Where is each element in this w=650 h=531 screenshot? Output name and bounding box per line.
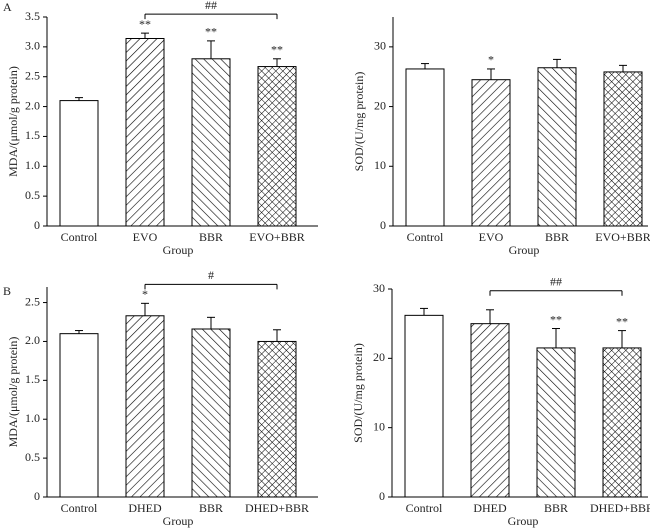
bracket-label: # — [208, 268, 214, 282]
y-tick-label: 30 — [374, 39, 386, 53]
bar — [191, 58, 231, 227]
x-axis-label: Group — [163, 514, 194, 528]
x-tick-label: DHED+BBR — [245, 501, 309, 515]
y-tick-label: 1.0 — [25, 158, 40, 172]
y-tick-label: 0 — [34, 489, 40, 503]
y-tick-label: 2.0 — [25, 333, 40, 347]
bar — [603, 71, 643, 227]
x-tick-label: DHED+BBR — [590, 501, 650, 515]
panel-label: A — [3, 0, 12, 14]
y-tick-label: 0.5 — [25, 450, 40, 464]
y-tick-label: 0 — [379, 489, 385, 503]
x-tick-label: Control — [61, 230, 98, 244]
y-tick-label: 0 — [34, 218, 40, 232]
x-tick-label: DHED — [128, 501, 162, 515]
x-tick-label: BBR — [199, 230, 223, 244]
significance-label: * — [488, 53, 494, 67]
y-axis-label: MDA/(μmol/g protein) — [6, 337, 20, 448]
significance-label: ** — [205, 25, 217, 39]
y-tick-label: 0 — [380, 218, 386, 232]
bar — [536, 347, 576, 498]
significance-label: ** — [139, 17, 151, 31]
significance-label: ** — [271, 43, 283, 57]
x-tick-label: DHED — [473, 501, 507, 515]
significance-label: * — [142, 287, 148, 301]
bar — [59, 100, 99, 227]
y-tick-label: 20 — [374, 98, 386, 112]
panel-label: B — [3, 284, 11, 298]
significance-label: ** — [550, 312, 562, 326]
bar — [257, 340, 297, 498]
bar — [59, 333, 99, 498]
y-axis-label: MDA/(μmol/g protein) — [6, 66, 20, 177]
y-tick-label: 30 — [373, 281, 385, 295]
y-tick-label: 2.0 — [25, 98, 40, 112]
bracket-label: ## — [550, 275, 562, 289]
significance-label: ** — [616, 314, 628, 328]
y-axis-label: SOD/(U/mg protein) — [352, 72, 366, 172]
bar — [125, 315, 165, 498]
bracket-label: ## — [205, 0, 217, 12]
x-tick-label: Control — [406, 501, 443, 515]
bar — [257, 66, 297, 227]
bar — [471, 79, 511, 227]
x-tick-label: EVO — [479, 230, 504, 244]
y-tick-label: 1.5 — [25, 128, 40, 142]
x-tick-label: BBR — [199, 501, 223, 515]
x-tick-label: EVO — [133, 230, 158, 244]
y-axis-label: SOD/(U/mg protein) — [351, 343, 365, 443]
x-axis-label: Group — [508, 514, 539, 528]
bar — [602, 347, 642, 498]
x-tick-label: Control — [61, 501, 98, 515]
y-tick-label: 0.5 — [25, 188, 40, 202]
y-tick-label: 3.0 — [25, 39, 40, 53]
y-tick-label: 10 — [374, 158, 386, 172]
x-axis-label: Group — [509, 243, 540, 257]
y-tick-label: 1.0 — [25, 411, 40, 425]
y-tick-label: 20 — [373, 350, 385, 364]
bar — [537, 67, 577, 227]
y-tick-label: 2.5 — [25, 68, 40, 82]
x-tick-label: BBR — [545, 230, 569, 244]
bar — [404, 314, 444, 498]
x-tick-label: BBR — [544, 501, 568, 515]
y-tick-label: 10 — [373, 419, 385, 433]
x-tick-label: EVO+BBR — [595, 230, 650, 244]
bar — [405, 68, 445, 227]
bar — [470, 323, 510, 498]
bar — [191, 328, 231, 498]
x-tick-label: EVO+BBR — [249, 230, 304, 244]
x-tick-label: Control — [407, 230, 444, 244]
y-tick-label: 1.5 — [25, 372, 40, 386]
x-axis-label: Group — [163, 243, 194, 257]
y-tick-label: 3.5 — [25, 9, 40, 23]
bar — [125, 37, 165, 227]
y-tick-label: 2.5 — [25, 294, 40, 308]
